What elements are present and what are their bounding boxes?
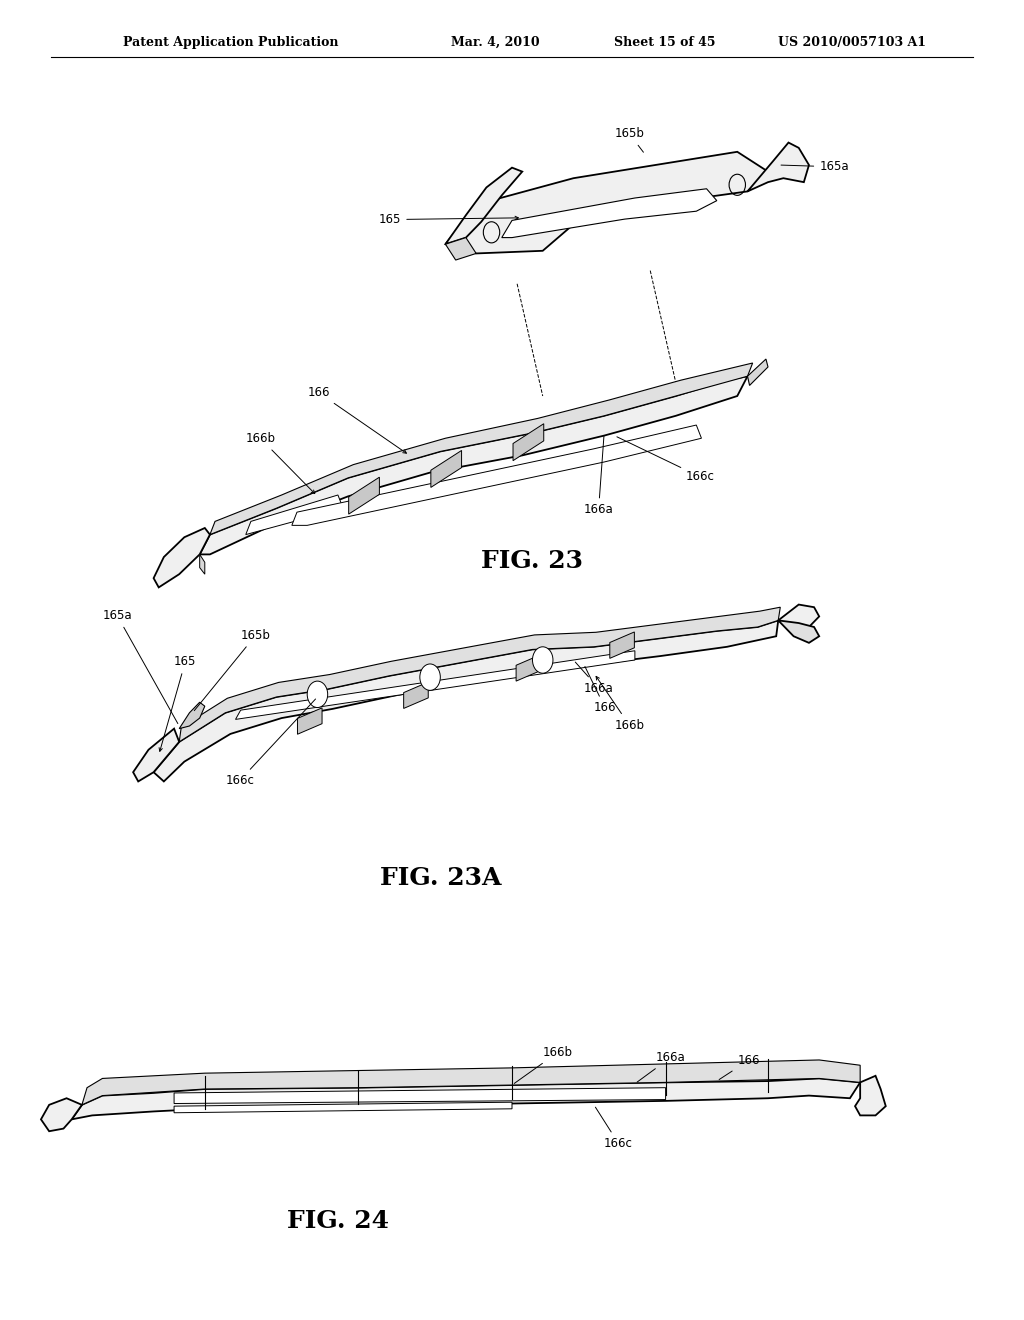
Polygon shape xyxy=(778,605,819,631)
Text: 166a: 166a xyxy=(575,663,613,694)
Circle shape xyxy=(307,681,328,708)
Text: 165a: 165a xyxy=(781,160,849,173)
Polygon shape xyxy=(297,708,322,734)
Polygon shape xyxy=(174,1102,512,1113)
Polygon shape xyxy=(174,1088,666,1104)
Text: 166: 166 xyxy=(585,667,616,714)
Text: 166b: 166b xyxy=(246,432,314,494)
Polygon shape xyxy=(210,363,753,535)
Polygon shape xyxy=(610,632,635,659)
Polygon shape xyxy=(200,376,748,554)
Polygon shape xyxy=(855,1076,886,1115)
Polygon shape xyxy=(133,729,179,781)
Text: 166c: 166c xyxy=(225,700,315,787)
Polygon shape xyxy=(445,238,476,260)
Polygon shape xyxy=(200,554,205,574)
Text: 165: 165 xyxy=(159,655,197,751)
Text: Mar. 4, 2010: Mar. 4, 2010 xyxy=(451,36,540,49)
Text: 165b: 165b xyxy=(614,127,644,152)
Text: 166: 166 xyxy=(719,1053,760,1080)
Text: 166a: 166a xyxy=(584,436,613,516)
Polygon shape xyxy=(154,620,778,781)
Text: 165: 165 xyxy=(379,213,518,226)
Polygon shape xyxy=(748,359,768,385)
Text: 166c: 166c xyxy=(595,1107,633,1150)
Text: US 2010/0057103 A1: US 2010/0057103 A1 xyxy=(778,36,927,49)
Circle shape xyxy=(420,664,440,690)
Text: 166a: 166a xyxy=(637,1051,685,1082)
Text: FIG. 23A: FIG. 23A xyxy=(380,866,501,890)
Polygon shape xyxy=(246,495,343,535)
Text: 166b: 166b xyxy=(596,676,644,731)
Polygon shape xyxy=(445,168,522,244)
Polygon shape xyxy=(154,528,210,587)
Polygon shape xyxy=(431,450,462,487)
Text: 166b: 166b xyxy=(514,1045,572,1084)
Circle shape xyxy=(532,647,553,673)
Polygon shape xyxy=(516,655,541,681)
Polygon shape xyxy=(445,152,768,253)
Polygon shape xyxy=(41,1098,82,1131)
Polygon shape xyxy=(502,189,717,238)
Text: Sheet 15 of 45: Sheet 15 of 45 xyxy=(614,36,716,49)
Text: 165b: 165b xyxy=(195,628,270,710)
Polygon shape xyxy=(348,478,379,515)
Polygon shape xyxy=(778,620,819,643)
Text: FIG. 24: FIG. 24 xyxy=(287,1209,389,1233)
Text: 166c: 166c xyxy=(616,437,715,483)
Polygon shape xyxy=(72,1078,860,1119)
Polygon shape xyxy=(82,1060,860,1105)
Polygon shape xyxy=(179,702,205,729)
Polygon shape xyxy=(403,682,428,709)
Polygon shape xyxy=(748,143,809,191)
Polygon shape xyxy=(236,651,635,719)
Text: Patent Application Publication: Patent Application Publication xyxy=(123,36,338,49)
Polygon shape xyxy=(179,607,780,742)
Text: 165a: 165a xyxy=(102,609,178,723)
Polygon shape xyxy=(292,425,701,525)
Polygon shape xyxy=(513,424,544,461)
Text: 166: 166 xyxy=(307,385,407,453)
Text: FIG. 23: FIG. 23 xyxy=(481,549,584,573)
